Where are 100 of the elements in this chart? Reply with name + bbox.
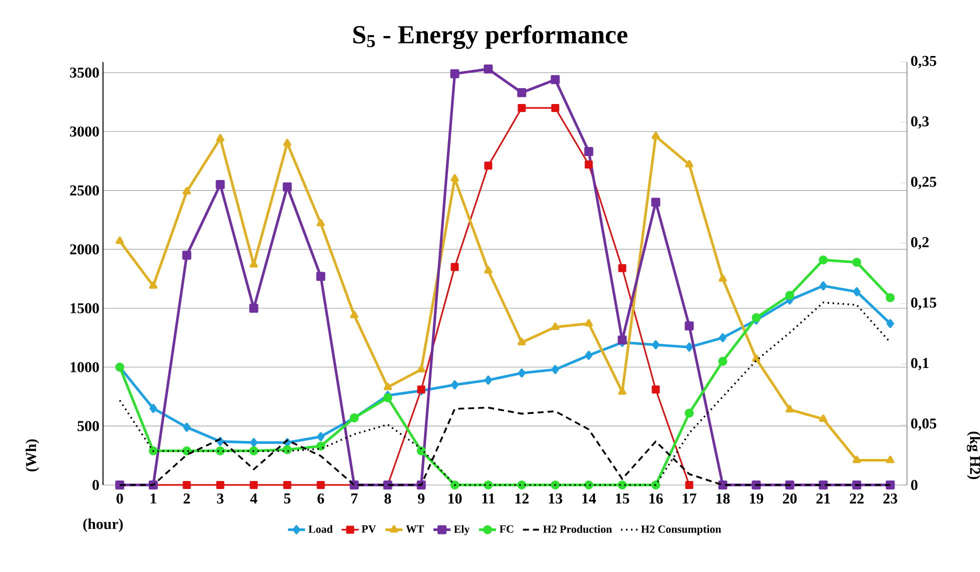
point <box>384 382 392 390</box>
point <box>550 75 560 84</box>
y-tick-label: 1000 <box>70 362 99 372</box>
point <box>584 147 594 156</box>
point <box>451 380 458 390</box>
point <box>786 405 794 412</box>
point <box>685 480 694 489</box>
y-tick-label: 2500 <box>70 185 99 196</box>
x-tick-label: 23 <box>883 494 898 504</box>
point <box>183 422 190 432</box>
legend-label: PV <box>362 525 376 533</box>
point <box>652 386 660 394</box>
point <box>718 356 728 366</box>
point <box>684 408 694 418</box>
point <box>149 281 158 289</box>
point <box>450 263 459 272</box>
point <box>282 182 292 192</box>
y2-tick-label: 0,35 <box>911 56 936 68</box>
point <box>584 319 593 326</box>
point <box>216 480 224 489</box>
x-tick-label: 3 <box>217 494 224 504</box>
point <box>350 310 358 318</box>
point <box>450 174 459 182</box>
point <box>785 290 794 300</box>
point <box>585 350 592 360</box>
point <box>216 180 225 190</box>
point <box>317 432 324 442</box>
point <box>518 338 526 346</box>
point <box>752 313 761 322</box>
y-tick-label: 500 <box>78 421 99 432</box>
x-tick-label: 5 <box>284 494 290 504</box>
x-tick-label: 22 <box>850 494 864 504</box>
y2-tick-label: 0,2 <box>911 237 929 250</box>
point <box>886 456 894 464</box>
x-tick-label: 12 <box>515 494 529 504</box>
x-tick-label: 11 <box>482 494 495 504</box>
point <box>652 132 660 140</box>
point <box>853 287 860 296</box>
x-tick-label: 10 <box>448 494 462 504</box>
point <box>383 393 392 402</box>
x-tick-label: 2 <box>184 494 190 504</box>
point <box>686 342 693 352</box>
point <box>316 442 326 451</box>
point <box>551 322 560 330</box>
point <box>484 376 492 385</box>
point <box>719 333 726 342</box>
y2-tick-label: 0,15 <box>911 298 936 310</box>
x-tick-label: 0 <box>116 494 123 504</box>
x-tick-label: 19 <box>750 494 764 504</box>
y2-tick-label: 0,05 <box>911 418 936 431</box>
x-tick-label: 16 <box>649 494 663 504</box>
point <box>852 456 861 464</box>
point <box>819 414 828 422</box>
point <box>417 365 426 372</box>
x-tick-label: 1 <box>150 494 156 504</box>
point <box>182 250 192 260</box>
point <box>651 198 660 207</box>
x-tick-label: 21 <box>816 494 830 504</box>
x-tick-label: 15 <box>616 494 630 504</box>
point <box>886 319 894 328</box>
x-tick-label: 13 <box>548 494 562 504</box>
x-tick-label: 7 <box>351 494 358 504</box>
legend-label: Ely <box>454 525 470 536</box>
x-tick-label: 9 <box>418 494 424 504</box>
point <box>182 187 191 194</box>
point <box>250 438 258 448</box>
point <box>517 88 526 98</box>
legend-label: H2 Production <box>543 525 612 533</box>
point <box>618 264 626 272</box>
x-tick-label: 17 <box>682 494 696 504</box>
x-tick-label: 4 <box>250 494 258 504</box>
y-tick-label: 1500 <box>70 303 99 314</box>
point <box>148 446 158 456</box>
chart-title: S$_{5}$ - Energy performance <box>353 24 628 50</box>
legend-label: Load <box>308 525 333 533</box>
x-tick-label: 8 <box>384 494 391 504</box>
legend-label: FC <box>500 525 514 533</box>
point <box>316 480 325 489</box>
point <box>718 274 727 282</box>
point <box>484 266 492 274</box>
x-tick-label: 20 <box>782 494 797 504</box>
point <box>552 365 559 374</box>
point <box>216 134 224 142</box>
point <box>250 480 258 489</box>
y2-tick-label: 0 <box>911 480 918 490</box>
y-tick-label: 0 <box>92 480 99 490</box>
point <box>852 258 862 267</box>
point <box>283 480 292 489</box>
y-tick-label: 3000 <box>70 126 99 137</box>
point <box>249 446 258 456</box>
x-tick-label: 6 <box>318 494 324 504</box>
point <box>282 445 292 454</box>
point <box>886 293 895 302</box>
x-axis-title: (hour) <box>83 518 123 532</box>
point <box>484 64 493 74</box>
point <box>584 160 593 168</box>
point <box>182 480 191 489</box>
point <box>684 321 694 330</box>
legend-label: H2 Consumption <box>641 525 722 536</box>
y2-tick-label: 0,25 <box>911 176 936 189</box>
